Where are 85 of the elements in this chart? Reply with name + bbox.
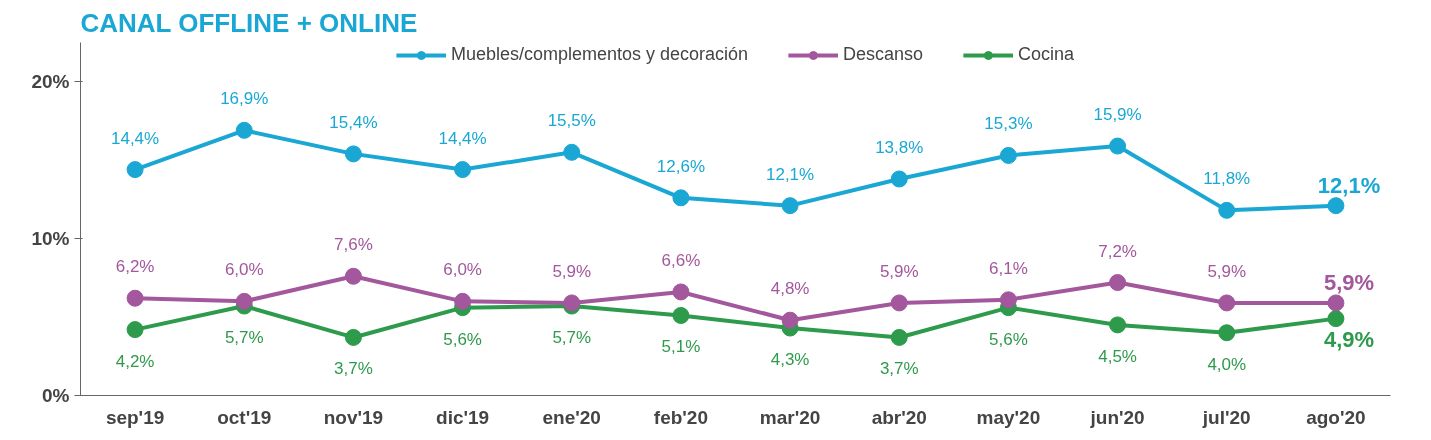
point bbox=[1109, 137, 1127, 155]
point bbox=[781, 311, 799, 329]
data-label: 11,8% bbox=[1203, 169, 1251, 189]
data-label: 5,9% bbox=[879, 261, 919, 281]
x-tick-label: nov'19 bbox=[323, 406, 384, 428]
point bbox=[890, 294, 908, 312]
point bbox=[1327, 310, 1345, 328]
y-tick-label: 0% bbox=[42, 385, 70, 406]
data-label: 13,8% bbox=[875, 137, 924, 157]
point bbox=[563, 143, 581, 161]
x-tick-label: abr'20 bbox=[871, 406, 927, 428]
y-tick-label: 10% bbox=[31, 228, 70, 250]
data-label: 12,6% bbox=[656, 156, 706, 176]
point bbox=[454, 161, 472, 179]
point bbox=[126, 289, 144, 307]
chart-title: CANAL OFFLINE + ONLINE bbox=[80, 7, 418, 38]
data-label: 6,0% bbox=[224, 260, 264, 280]
point bbox=[672, 307, 690, 324]
point bbox=[344, 267, 362, 285]
point bbox=[1218, 201, 1236, 219]
data-label: 7,6% bbox=[334, 235, 373, 255]
data-label: 15,4% bbox=[329, 112, 378, 132]
data-label: 15,9% bbox=[1093, 105, 1142, 125]
point bbox=[1218, 324, 1236, 342]
data-label: 14,4% bbox=[438, 128, 487, 148]
data-label: 5,9% bbox=[552, 261, 592, 281]
x-tick-label: ene'20 bbox=[542, 406, 601, 428]
point bbox=[1109, 274, 1127, 292]
legend-label: Cocina bbox=[1018, 44, 1075, 65]
data-label: 5,7% bbox=[552, 328, 592, 348]
point bbox=[672, 189, 690, 207]
data-label: 12,1% bbox=[1317, 172, 1381, 198]
data-label: 15,3% bbox=[984, 114, 1033, 134]
point bbox=[1327, 197, 1345, 215]
data-label: 3,7% bbox=[334, 359, 373, 379]
data-label: 5,9% bbox=[1323, 269, 1375, 295]
point bbox=[454, 292, 472, 310]
point bbox=[672, 283, 690, 301]
x-tick-label: oct'19 bbox=[217, 406, 272, 428]
point bbox=[126, 321, 144, 339]
x-tick-label: sep'19 bbox=[105, 406, 165, 428]
data-label: 6,1% bbox=[989, 258, 1028, 278]
data-label: 6,6% bbox=[661, 250, 701, 270]
point bbox=[344, 328, 362, 346]
point bbox=[344, 145, 362, 163]
data-label: 7,2% bbox=[1098, 241, 1137, 261]
x-tick-label: may'20 bbox=[976, 406, 1041, 428]
data-label: 15,5% bbox=[547, 111, 596, 131]
x-tick-label: jul'20 bbox=[1201, 406, 1251, 428]
data-label: 5,7% bbox=[224, 328, 264, 348]
point bbox=[781, 197, 799, 215]
data-label: 5,1% bbox=[661, 337, 701, 357]
point bbox=[890, 170, 908, 188]
data-label: 5,6% bbox=[443, 329, 482, 349]
x-tick-label: feb'20 bbox=[653, 406, 708, 428]
data-label: 6,0% bbox=[443, 260, 482, 280]
data-label: 4,8% bbox=[770, 279, 810, 299]
point bbox=[1218, 294, 1236, 312]
point bbox=[126, 161, 144, 179]
point bbox=[1109, 316, 1127, 334]
data-label: 4,9% bbox=[1323, 326, 1375, 352]
x-tick-label: ago'20 bbox=[1306, 406, 1366, 428]
data-label: 3,7% bbox=[879, 359, 919, 379]
y-tick-label: 20% bbox=[31, 71, 70, 93]
point bbox=[890, 328, 908, 346]
legend-label: Muebles/complementos y decoración bbox=[450, 44, 749, 65]
x-tick-label: jun'20 bbox=[1089, 406, 1145, 428]
data-label: 12,1% bbox=[765, 164, 815, 184]
point bbox=[999, 146, 1017, 164]
data-label: 4,5% bbox=[1098, 346, 1137, 366]
legend-label: Descanso bbox=[843, 44, 924, 65]
data-label: 5,6% bbox=[989, 329, 1028, 349]
data-label: 16,9% bbox=[220, 89, 269, 109]
point bbox=[235, 292, 253, 310]
data-label: 4,3% bbox=[770, 350, 810, 370]
point bbox=[999, 291, 1017, 309]
point bbox=[1327, 294, 1345, 312]
data-label: 5,9% bbox=[1207, 261, 1247, 281]
data-label: 14,4% bbox=[110, 128, 160, 148]
data-label: 6,2% bbox=[115, 257, 155, 277]
point bbox=[235, 121, 253, 139]
x-tick-label: dic'19 bbox=[436, 406, 490, 428]
x-tick-label: mar'20 bbox=[759, 406, 821, 428]
data-label: 4,2% bbox=[115, 351, 155, 371]
data-label: 4,0% bbox=[1207, 354, 1247, 374]
